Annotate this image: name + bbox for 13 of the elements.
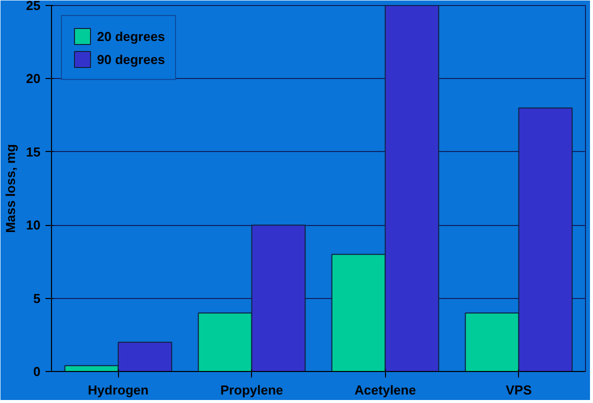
y-tick-label: 15 xyxy=(26,144,41,160)
x-tick-label: Propylene xyxy=(220,382,284,398)
y-tick-label: 5 xyxy=(33,290,41,306)
y-tick-label: 0 xyxy=(33,364,41,379)
legend-label: 20 degrees xyxy=(97,28,165,44)
x-tick-label: VPS xyxy=(506,382,532,398)
legend-label: 90 degrees xyxy=(97,52,165,66)
y-tick-label: 25 xyxy=(26,0,41,13)
y-axis-title: Mass loss, mg xyxy=(3,144,18,233)
y-tick-label: 10 xyxy=(26,218,41,233)
y-tick-label: 20 xyxy=(26,71,41,86)
x-tick-label: Hydrogen xyxy=(88,382,149,398)
x-tick-label: Acetylene xyxy=(354,382,416,398)
